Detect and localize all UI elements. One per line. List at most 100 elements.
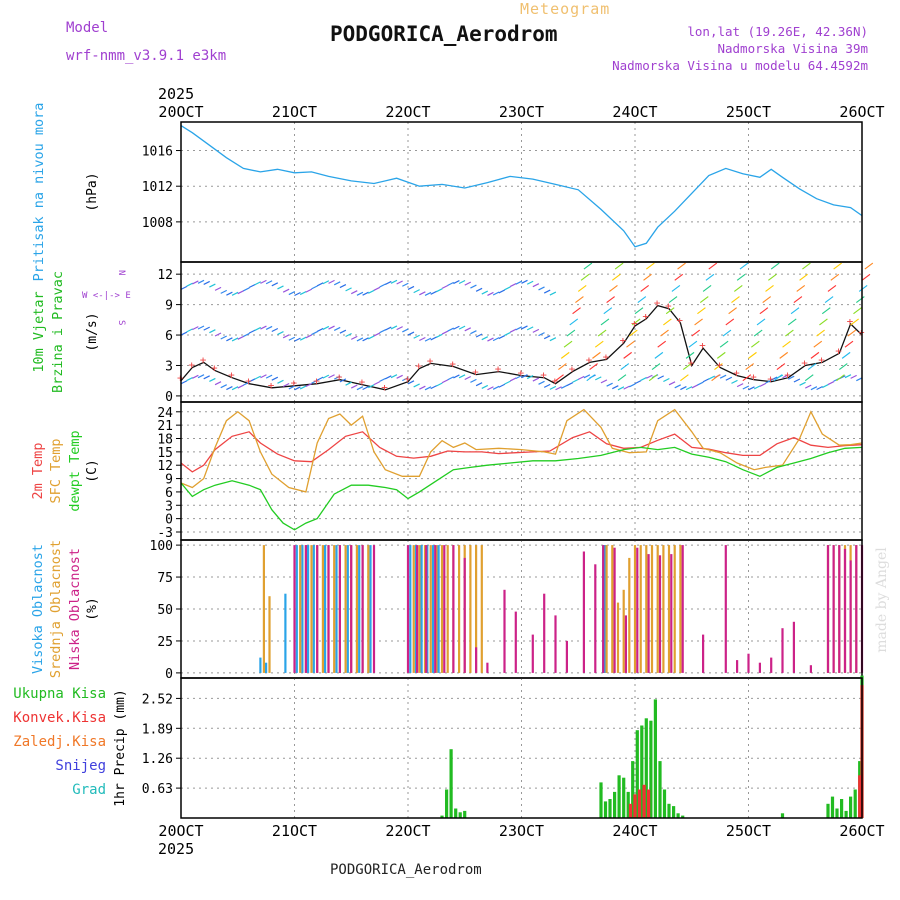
wind-arrow	[430, 336, 437, 341]
panel-pressure: 1008 1012 1016 (hPa) Pritisak na nivou mora	[31, 103, 863, 281]
wind-arrow-gust	[714, 363, 723, 370]
wind-arrow	[396, 374, 403, 379]
wind-arrow-gust	[759, 307, 769, 315]
bar-ukupna-kisa	[463, 810, 467, 818]
wind-arrow	[362, 385, 369, 391]
speed-marker: +	[642, 310, 649, 323]
wind-arrow	[305, 288, 313, 293]
bar-visoka	[312, 545, 315, 673]
wind-arrow	[311, 379, 318, 384]
xtick-label-bottom: 25OCT	[726, 822, 771, 840]
wind-arrow	[339, 284, 347, 289]
wind-arrow	[328, 374, 335, 379]
wind-arrow	[368, 289, 375, 294]
wind-arrow	[209, 377, 216, 382]
wind-arrow-gust	[708, 262, 718, 270]
xtick-label-bottom: 26OCT	[839, 822, 884, 840]
bar-konvek-kisa	[633, 794, 637, 818]
wind-arrow	[424, 337, 432, 342]
wind-arrow	[822, 384, 829, 389]
wind-arrow	[436, 288, 443, 293]
ytick-label: 9	[165, 299, 173, 314]
wind-arrow	[572, 378, 579, 383]
wind-arrow-gust	[753, 329, 763, 337]
wind-arrow-gust	[660, 329, 669, 337]
wind-arrow	[265, 374, 273, 379]
wind-arrow-gust	[756, 318, 766, 326]
wind-arrow	[294, 291, 301, 297]
wind-arrow-gust	[804, 374, 814, 382]
wind-arrow	[220, 384, 227, 389]
wind-arrow-gust	[702, 284, 712, 292]
legend-label: dewpt Temp	[67, 430, 83, 511]
wind-arrow-gust	[651, 363, 661, 370]
bar-niska	[758, 662, 761, 673]
wind-arrow	[214, 381, 222, 386]
bar-niska	[361, 545, 364, 673]
wind-arrow	[487, 386, 494, 391]
speed-marker: +	[291, 377, 298, 390]
wind-arrow	[419, 291, 426, 296]
wind-arrow	[674, 384, 681, 389]
wind-arrow	[464, 281, 472, 286]
wind-arrow	[237, 384, 245, 389]
bar-niska	[443, 545, 446, 673]
speed-marker: +	[676, 314, 683, 327]
panel-precipitation: 0.63 1.26 1.89 2.52 1hr Precip (mm) Ukupna Ki…	[13, 675, 864, 819]
unit-label: 1hr Precip (mm)	[113, 689, 128, 806]
speed-marker: +	[716, 358, 723, 371]
wind-arrow	[498, 383, 506, 388]
bar-niska	[843, 548, 847, 673]
station-title: PODGORICA_Aerodrom	[330, 22, 558, 46]
wind-arrow-gust	[606, 296, 615, 304]
wind-arrow	[373, 286, 381, 291]
wind-arrow	[197, 374, 205, 379]
bar-srednja	[605, 545, 608, 673]
wind-arrow	[748, 386, 755, 391]
wind-arrow-gust	[770, 262, 780, 270]
wind-arrow	[356, 291, 364, 296]
wind-arrow	[419, 336, 426, 342]
wind-arrow	[373, 381, 381, 386]
ytick-label: 9	[165, 473, 173, 488]
wind-arrow	[316, 282, 324, 287]
wind-arrow-gust	[827, 284, 837, 292]
wind-arrow	[810, 386, 818, 391]
bar-srednja	[633, 545, 637, 673]
bar-konvek-kisa	[628, 803, 633, 818]
wind-arrow	[555, 386, 562, 391]
wind-arrow-gust	[705, 273, 715, 281]
wind-arrow	[475, 287, 483, 292]
wind-arrow-gust	[580, 273, 590, 281]
bar-niska	[849, 560, 852, 673]
wind-arrow	[402, 328, 409, 333]
bar-niska	[338, 545, 341, 673]
speed-marker: +	[767, 373, 774, 386]
ytick-label: 0	[165, 513, 173, 528]
compass-we: W <-|-> E	[82, 291, 131, 301]
legend-label: Ukupna Kisa	[13, 686, 106, 702]
ytick-label: 1016	[142, 145, 173, 160]
wind-arrow-gust	[620, 363, 630, 370]
wind-arrow	[180, 331, 188, 336]
wind-arrow-gust	[833, 262, 842, 270]
wind-arrow-gust	[694, 318, 703, 326]
wind-arrow	[566, 381, 574, 387]
wind-arrow	[708, 375, 716, 380]
wind-arrow	[237, 335, 245, 340]
ytick-label: 3	[165, 499, 173, 514]
bar-niska	[304, 545, 307, 673]
wind-arrow	[277, 379, 284, 384]
wind-arrow	[521, 279, 528, 284]
bar-niska	[781, 628, 784, 673]
bar-ukupna-kisa	[608, 799, 612, 818]
bar-ukupna-kisa	[667, 803, 671, 818]
wind-arrow	[441, 330, 449, 335]
wind-arrow-gust	[858, 284, 868, 292]
model-altitude-info: Nadmorska Visina u modelu 64.4592m	[612, 58, 868, 73]
bar-visoka	[369, 545, 372, 673]
bar-niska	[327, 545, 330, 673]
xtick-label-top: 25OCT	[726, 103, 771, 121]
wind-arrow	[549, 337, 557, 342]
wind-arrow-gust	[663, 318, 672, 326]
